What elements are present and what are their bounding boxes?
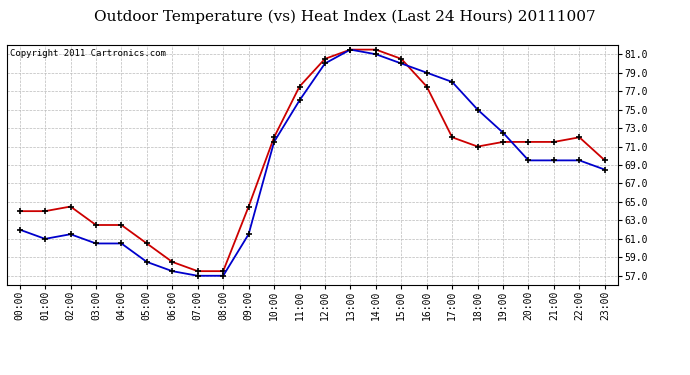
Text: Outdoor Temperature (vs) Heat Index (Last 24 Hours) 20111007: Outdoor Temperature (vs) Heat Index (Las… [95, 9, 595, 24]
Text: Copyright 2011 Cartronics.com: Copyright 2011 Cartronics.com [10, 49, 166, 58]
